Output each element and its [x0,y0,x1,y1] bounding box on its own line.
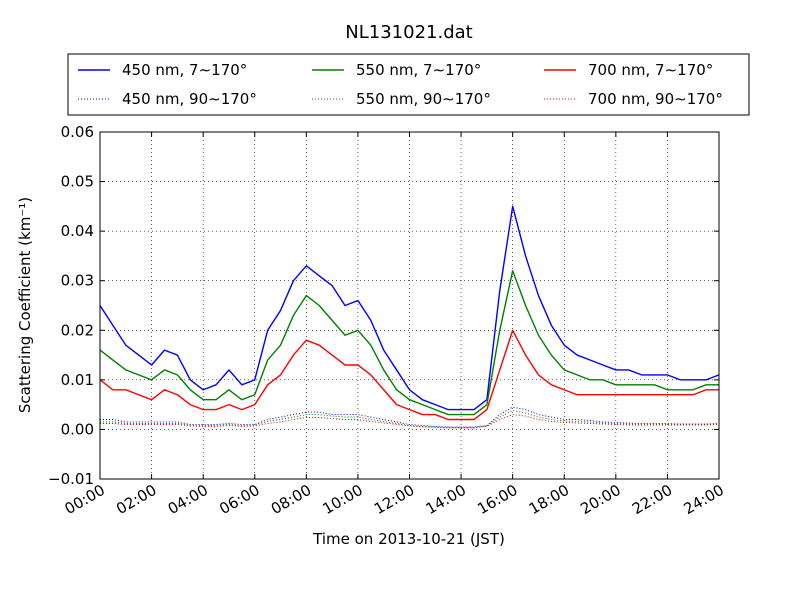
x-axis-label: Time on 2013-10-21 (JST) [312,530,505,548]
legend-label-2: 550 nm, 7∼170° [356,61,481,79]
y-tick-label: 0.00 [61,420,94,438]
series-line-2 [99,270,719,416]
y-tick-label: 0.02 [61,321,94,339]
legend-label-1: 450 nm, 90∼170° [122,90,257,108]
legend-label-0: 450 nm, 7∼170° [122,61,247,79]
y-axis-label: Scattering Coefficient (km⁻¹) [16,197,34,413]
chart-title: NL131021.dat [345,22,472,43]
y-axis: −0.01 0.00 0.01 0.02 0.03 0.04 0.05 0.06 [48,123,719,488]
legend-label-3: 550 nm, 90∼170° [356,90,491,108]
legend-label-5: 700 nm, 90∼170° [588,90,723,108]
series-line-1 [100,406,720,428]
y-tick-label: 0.01 [61,371,94,389]
legend-label-4: 700 nm, 7∼170° [588,61,713,79]
series-line-0 [99,205,720,411]
y-tick-label: 0.05 [61,173,94,191]
series-layer [99,205,720,429]
y-tick-label: 0.03 [61,272,94,290]
series-line-4 [99,329,719,421]
y-tick-label: 0.06 [61,123,94,141]
y-tick-label: −0.01 [48,470,94,488]
legend-frame [67,53,750,116]
y-tick-label: 0.04 [61,222,94,240]
legend: 450 nm, 7∼170° 450 nm, 90∼170° 550 nm, 7∼1… [67,53,750,116]
